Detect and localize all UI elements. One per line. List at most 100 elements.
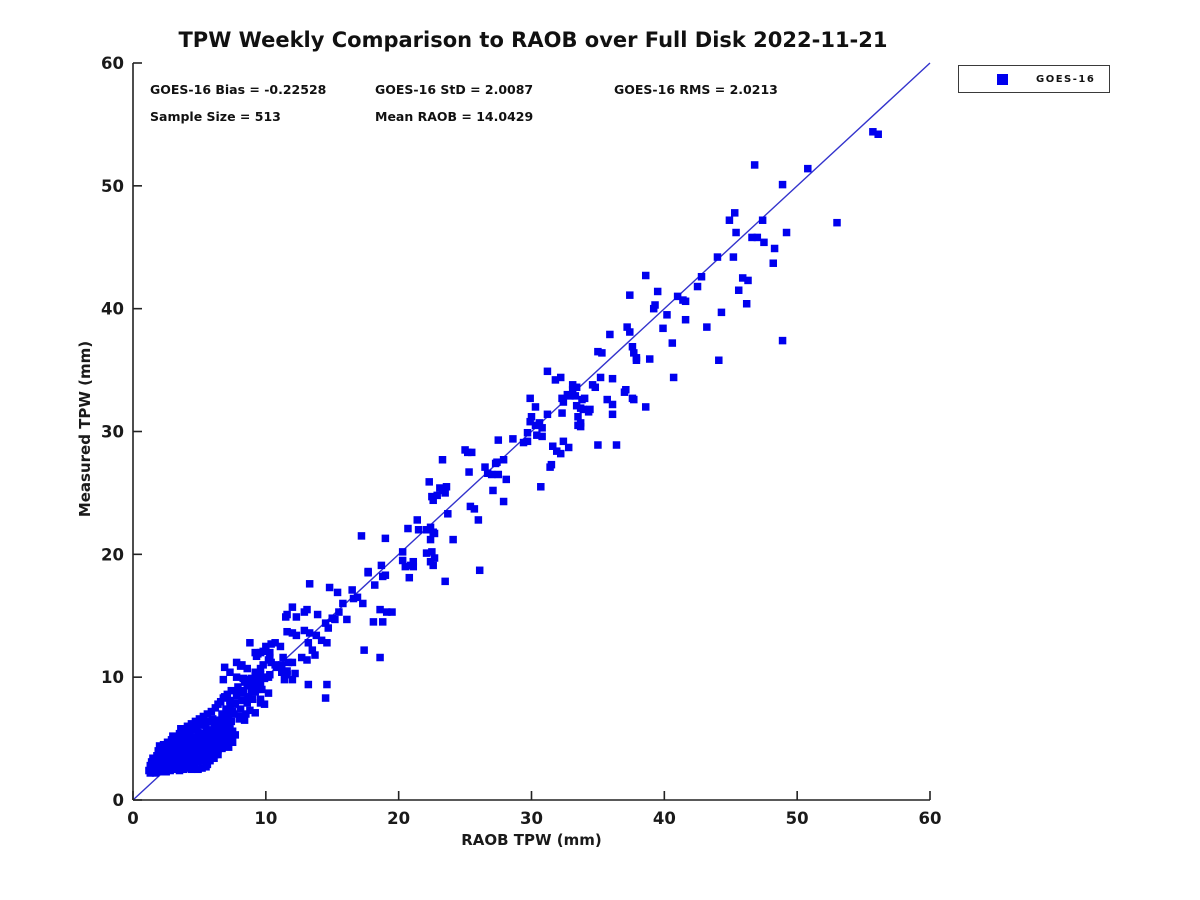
- data-point: [489, 486, 497, 495]
- data-point: [566, 392, 574, 400]
- data-point: [195, 715, 204, 723]
- x-tick-label: 0: [127, 809, 138, 828]
- data-point: [509, 435, 517, 443]
- data-point: [753, 233, 762, 242]
- data-point: [538, 424, 546, 432]
- data-point: [178, 734, 186, 743]
- data-point: [222, 705, 230, 713]
- data-point: [224, 726, 233, 734]
- data-point: [693, 282, 702, 291]
- data-point: [713, 253, 722, 261]
- data-point: [183, 722, 192, 731]
- data-point: [608, 374, 617, 383]
- data-point: [494, 436, 503, 444]
- stat-mean-raob: Mean RAOB = 14.0429: [375, 109, 534, 124]
- data-point: [769, 259, 778, 267]
- data-point: [463, 448, 472, 457]
- data-point: [465, 468, 473, 476]
- data-point: [210, 754, 218, 762]
- data-point: [251, 668, 259, 677]
- data-point: [292, 631, 301, 640]
- data-point: [572, 383, 581, 392]
- data-point: [405, 573, 414, 582]
- data-point: [376, 605, 384, 614]
- stat-bias: GOES-16 Bias = -0.22528: [150, 82, 327, 97]
- data-point: [649, 304, 658, 313]
- data-point: [697, 272, 706, 281]
- data-point: [474, 516, 483, 524]
- data-point: [559, 437, 568, 446]
- data-point: [388, 608, 396, 616]
- data-point: [663, 311, 671, 319]
- data-point: [398, 548, 407, 556]
- data-point: [444, 510, 452, 518]
- data-point: [247, 685, 255, 694]
- data-point: [531, 421, 540, 430]
- data-point: [204, 728, 213, 737]
- data-point: [300, 608, 309, 616]
- data-point: [414, 526, 423, 534]
- data-point: [231, 700, 240, 708]
- stat-rms: GOES-16 RMS = 2.0213: [614, 82, 778, 97]
- legend: GOES-16: [958, 65, 1110, 93]
- data-point: [717, 308, 726, 317]
- data-point: [291, 669, 299, 678]
- data-point: [371, 581, 379, 589]
- data-point: [598, 349, 606, 357]
- data-point: [535, 419, 544, 427]
- data-point: [626, 291, 634, 299]
- x-tick-label: 40: [653, 809, 676, 828]
- data-point: [409, 562, 418, 571]
- data-point: [778, 180, 787, 189]
- data-point: [243, 664, 251, 673]
- data-point: [586, 405, 594, 414]
- data-point: [442, 483, 451, 491]
- data-point: [199, 712, 208, 721]
- data-point: [324, 624, 333, 632]
- data-point: [258, 685, 266, 694]
- data-point: [343, 615, 351, 624]
- data-point: [267, 640, 275, 648]
- data-point: [305, 629, 314, 637]
- data-point: [559, 398, 568, 406]
- data-point: [429, 496, 437, 505]
- data-point: [349, 594, 358, 603]
- data-point: [223, 690, 232, 699]
- data-point: [256, 664, 265, 673]
- data-point: [376, 653, 384, 662]
- data-point: [668, 339, 677, 347]
- data-point: [430, 554, 439, 562]
- data-point: [191, 717, 200, 726]
- data-point: [179, 765, 188, 774]
- data-point: [369, 618, 378, 626]
- data-point: [659, 324, 667, 333]
- x-tick-label: 50: [786, 809, 809, 828]
- x-tick-label: 60: [919, 809, 942, 828]
- data-point: [549, 442, 557, 450]
- data-point: [244, 693, 253, 701]
- data-point: [725, 216, 734, 224]
- data-point: [552, 447, 561, 455]
- data-point: [543, 367, 552, 376]
- data-point: [232, 691, 241, 700]
- data-point: [198, 740, 206, 749]
- data-point: [193, 733, 201, 742]
- data-point: [239, 686, 248, 695]
- stat-std: GOES-16 StD = 2.0087: [375, 82, 534, 97]
- data-point: [426, 523, 435, 532]
- data-point: [280, 675, 289, 684]
- data-point: [256, 670, 265, 679]
- data-point: [558, 409, 566, 417]
- data-point: [323, 639, 331, 647]
- data-point: [251, 709, 259, 717]
- data-point: [260, 674, 269, 683]
- data-point: [413, 516, 422, 524]
- data-point: [556, 449, 565, 458]
- data-point: [499, 456, 508, 464]
- y-tick-label: 60: [101, 54, 124, 73]
- data-point: [730, 209, 739, 217]
- data-point: [449, 535, 457, 544]
- data-point: [364, 569, 372, 577]
- data-point: [260, 700, 269, 708]
- data-point: [466, 502, 475, 511]
